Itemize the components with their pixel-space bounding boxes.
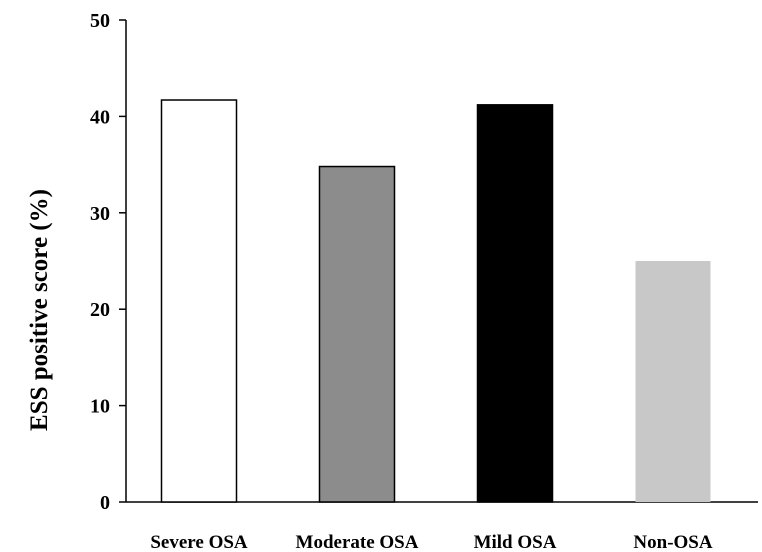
y-tick-labels: 0 10 20 30 40 50 <box>90 10 110 514</box>
category-labels: Severe OSA Moderate OSA Mild OSA Non-OSA <box>150 532 713 552</box>
bar-moderate-osa <box>318 165 396 503</box>
bars <box>160 99 711 503</box>
y-tick-label: 50 <box>90 10 110 32</box>
y-axis-title: ESS positive score (%) <box>26 189 53 431</box>
y-tick-label: 20 <box>90 299 110 321</box>
y-tick-label: 0 <box>100 492 110 514</box>
category-label: Mild OSA <box>474 532 557 552</box>
y-tick-label: 30 <box>90 203 110 225</box>
category-label: Non-OSA <box>633 532 712 552</box>
bar-non-osa <box>635 261 711 502</box>
y-tick-label: 10 <box>90 396 110 418</box>
bar-severe-osa <box>160 99 238 503</box>
category-label: Severe OSA <box>150 532 248 552</box>
category-label: Moderate OSA <box>296 532 419 552</box>
bar-mild-osa <box>476 104 554 503</box>
y-tick-label: 40 <box>90 106 110 128</box>
